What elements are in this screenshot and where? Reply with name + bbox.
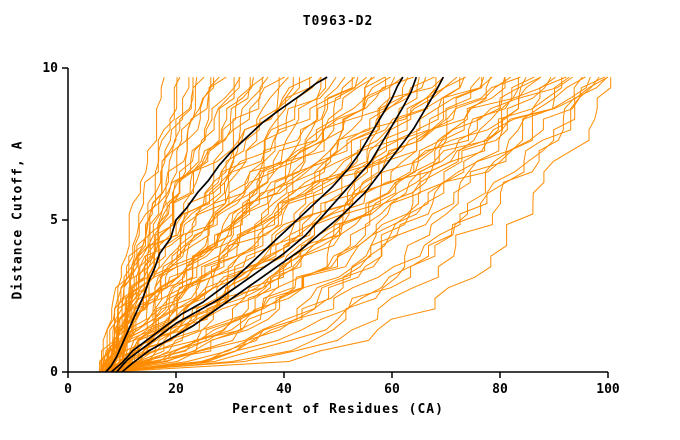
model-line	[107, 76, 542, 373]
model-line	[105, 77, 251, 373]
model-line	[101, 76, 337, 372]
model-line	[113, 76, 608, 373]
model-line	[111, 76, 527, 373]
model-line	[98, 76, 285, 373]
model-line	[99, 76, 567, 373]
highlight-line	[121, 76, 445, 373]
model-line	[106, 76, 606, 373]
model-line	[106, 76, 570, 373]
model-line	[109, 77, 612, 373]
model-line	[108, 76, 444, 373]
model-line	[110, 76, 493, 373]
chart-title: T0963-D2	[302, 14, 374, 29]
x-tick-label: 0	[64, 382, 72, 397]
model-line	[104, 76, 586, 373]
model-line	[105, 76, 506, 373]
model-line	[109, 77, 387, 373]
model-line	[102, 76, 466, 373]
model-line	[104, 76, 552, 373]
x-tick-label: 100	[596, 382, 620, 397]
model-line	[102, 76, 492, 373]
model-line	[108, 76, 591, 373]
model-line	[101, 76, 241, 373]
model-line	[100, 77, 461, 373]
y-tick-label: 5	[50, 213, 58, 228]
highlight-line	[105, 76, 328, 373]
model-line	[105, 76, 511, 373]
y-tick-label: 10	[42, 61, 58, 76]
model-line	[104, 76, 583, 373]
x-axis-label: Percent of Residues (CA)	[232, 402, 444, 417]
model-line	[101, 77, 254, 373]
model-line	[110, 76, 322, 373]
model-line	[107, 77, 327, 373]
y-tick-label: 0	[50, 365, 58, 380]
model-line	[104, 76, 556, 373]
model-line	[105, 76, 609, 372]
x-tick-label: 40	[276, 382, 292, 397]
model-line	[100, 76, 600, 373]
model-line	[97, 76, 535, 373]
model-line	[100, 77, 322, 373]
model-line	[112, 76, 313, 372]
model-line	[105, 76, 420, 373]
model-line	[104, 76, 521, 373]
model-line	[109, 77, 563, 373]
model-line	[103, 77, 178, 372]
model-line	[98, 76, 165, 373]
x-tick-label: 60	[384, 382, 400, 397]
model-line	[107, 76, 414, 373]
x-tick-label: 20	[168, 382, 184, 397]
model-line	[104, 76, 356, 373]
model-line	[100, 76, 227, 373]
highlight-line	[115, 76, 418, 373]
x-tick-label: 80	[492, 382, 508, 397]
model-line	[99, 76, 404, 372]
model-line	[109, 76, 542, 373]
highlight-line	[110, 76, 404, 373]
